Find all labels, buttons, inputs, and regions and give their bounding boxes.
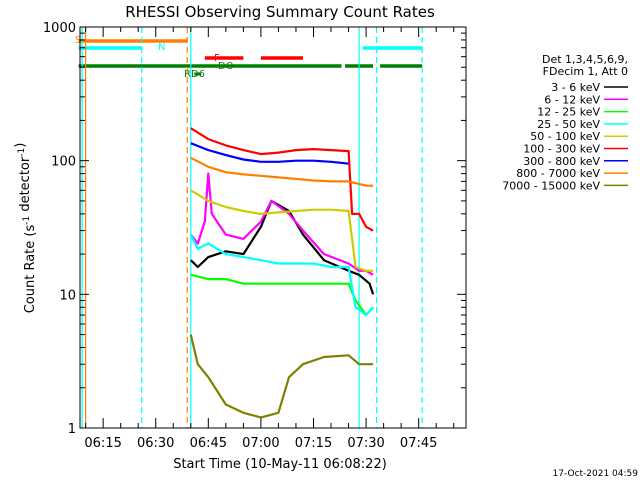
series-line [190,199,375,295]
y-tick-label: 100 [51,155,76,170]
flag-label-rd6: RD6 [184,69,205,80]
legend-label: 3 - 6 keV [551,81,600,94]
x-tick-label: 06:15 [84,436,121,451]
series-line [189,334,374,419]
series-line [190,189,374,272]
legend-label: 100 - 300 keV [523,143,600,156]
series-line [189,234,374,317]
series-line [190,273,374,317]
y-axis-label: Count Rate (s-1 detector-1) [13,143,38,314]
legend-label: 7000 - 15000 keV [502,179,600,192]
x-axis-label: Start Time (10-May-11 06:08:22) [173,457,387,472]
x-tick-label: 07:45 [400,436,437,451]
legend-label: 800 - 7000 keV [516,167,600,180]
footer-date: 17-Oct-2021 04:59 [553,469,639,479]
flag-label-n: N [158,42,165,53]
y-tick-label: 10 [59,288,76,303]
flag-label-do: DO [218,61,234,72]
legend-label: 300 - 800 keV [523,155,600,168]
series-line [190,142,349,165]
legend-header: Det 1,3,4,5,6,9, [542,53,628,66]
x-tick-label: 07:30 [347,436,384,451]
legend-label: 50 - 100 keV [530,130,600,143]
x-tick-label: 06:30 [137,436,174,451]
legend-label: 12 - 25 keV [537,106,600,119]
flag-label-f: F [214,53,220,64]
legend-label: 25 - 50 keV [537,118,600,131]
plot-frame [79,26,467,429]
y-tick-label: 1000 [43,21,76,36]
y-tick-label: 1 [68,422,76,437]
series-line [189,172,374,276]
x-tick-label: 06:45 [190,436,227,451]
x-tick-label: 07:15 [295,436,332,451]
x-tick-label: 07:00 [242,436,279,451]
legend-header: FDecim 1, Att 0 [543,65,628,78]
legend-label: 6 - 12 keV [544,93,600,106]
series-line [190,127,374,232]
flag-label-s: S [75,35,81,46]
series-line [190,156,374,187]
chart-title: RHESSI Observing Summary Count Rates [125,3,435,21]
